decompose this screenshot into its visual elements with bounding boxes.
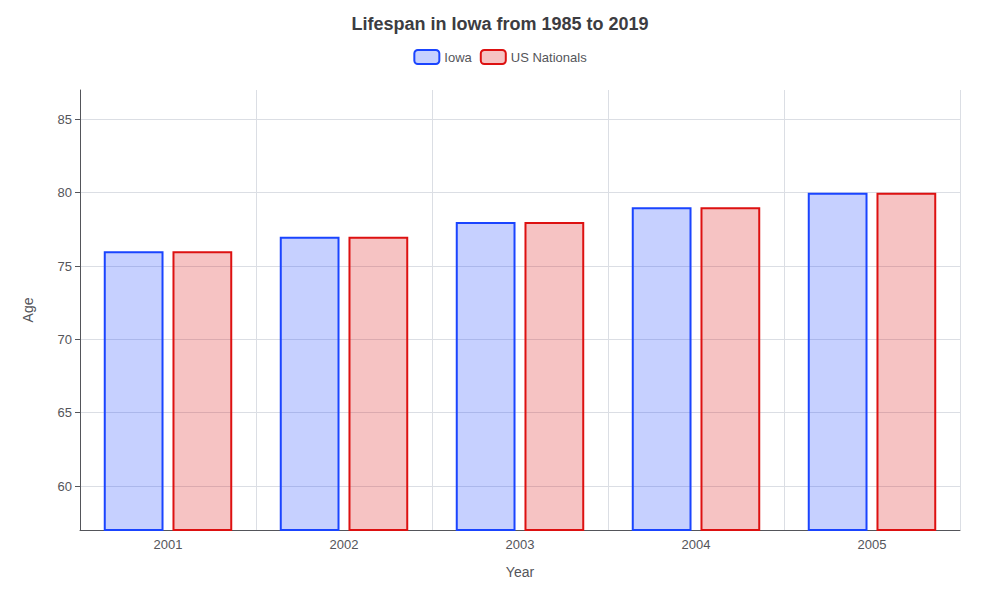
svg-text:Year: Year [506,564,535,580]
svg-text:Age: Age [20,297,36,322]
svg-text:Iowa: Iowa [444,50,472,65]
svg-text:US Nationals: US Nationals [511,50,587,65]
svg-text:85: 85 [58,112,72,127]
svg-text:2004: 2004 [682,537,711,552]
svg-text:2002: 2002 [330,537,359,552]
svg-text:2003: 2003 [506,537,535,552]
svg-text:75: 75 [58,259,72,274]
svg-text:Lifespan in Iowa from 1985 to: Lifespan in Iowa from 1985 to 2019 [351,14,648,34]
svg-text:2001: 2001 [154,537,183,552]
svg-text:70: 70 [58,332,72,347]
svg-text:65: 65 [58,405,72,420]
svg-text:60: 60 [58,479,72,494]
svg-text:2005: 2005 [858,537,887,552]
svg-text:80: 80 [58,185,72,200]
